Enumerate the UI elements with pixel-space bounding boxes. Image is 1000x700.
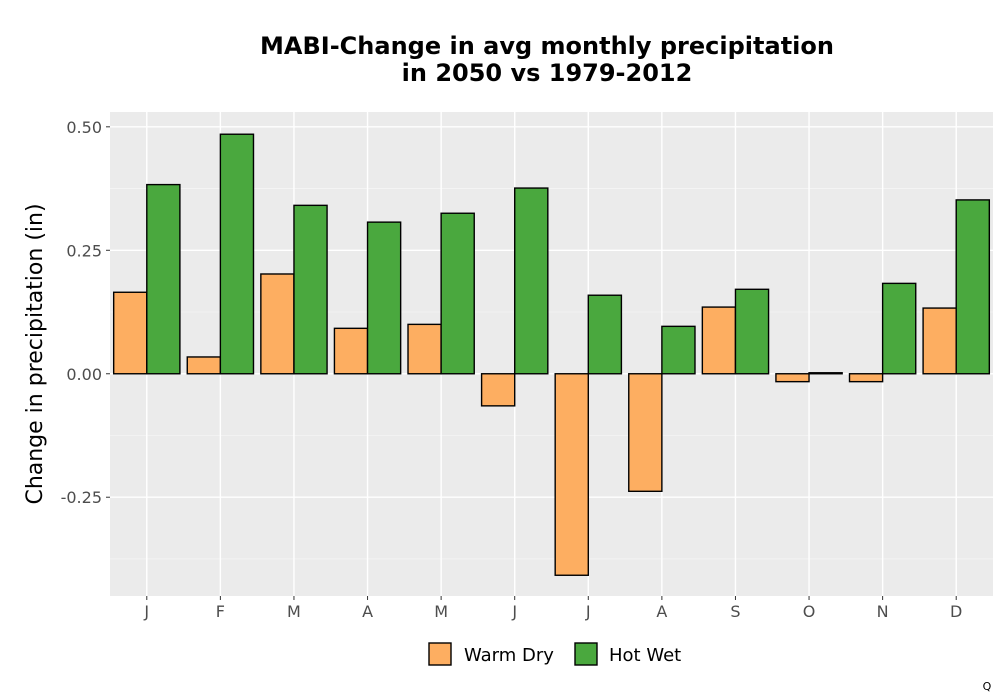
y-tick-label: 0.50 xyxy=(66,118,102,137)
bar-warm-dry xyxy=(701,306,737,375)
x-tick-label: A xyxy=(656,602,667,621)
bar-warm-dry xyxy=(775,373,810,383)
bar-hot-wet xyxy=(587,294,623,375)
y-tick-label: -0.25 xyxy=(61,488,102,507)
bar-hot-wet xyxy=(514,187,549,375)
bar-warm-dry xyxy=(407,323,442,375)
y-axis-title: Change in precipitation (in) xyxy=(23,203,48,504)
x-tick-label: J xyxy=(511,602,517,621)
bar-hot-wet xyxy=(734,288,770,375)
plot-panel xyxy=(110,112,993,596)
x-tick-label: M xyxy=(287,602,301,621)
x-tick-label: F xyxy=(216,602,225,621)
bar-warm-dry xyxy=(260,273,295,375)
chart-subtitle: in 2050 vs 1979-2012 xyxy=(402,59,693,87)
bar-warm-dry xyxy=(922,307,957,375)
chart-title: MABI-Change in avg monthly precipitation xyxy=(260,32,834,60)
bar-warm-dry xyxy=(628,373,663,492)
bar-hot-wet xyxy=(955,199,991,375)
x-tick-label: J xyxy=(143,602,149,621)
x-tick-label: O xyxy=(803,602,816,621)
x-tick-label: J xyxy=(585,602,591,621)
ticks-layer: -0.25 0.00 0.25 0.50 J F M A M J J A S O N D xyxy=(61,118,963,621)
bar-hot-wet xyxy=(146,183,181,375)
legend-label-warm-dry: Warm Dry xyxy=(464,645,554,666)
bar-hot-wet xyxy=(366,221,402,375)
bar-hot-wet xyxy=(881,282,917,375)
x-tick-label: S xyxy=(730,602,740,621)
footnote-mark: Q xyxy=(983,680,992,693)
bar-warm-dry xyxy=(480,373,516,407)
x-tick-label: A xyxy=(362,602,373,621)
bar-hot-wet xyxy=(219,133,255,375)
legend: Warm Dry Hot Wet xyxy=(428,642,681,666)
bars-layer xyxy=(112,133,991,576)
bar-warm-dry xyxy=(848,373,884,383)
bar-warm-dry xyxy=(554,373,589,576)
bar-hot-wet xyxy=(293,204,328,375)
bar-warm-dry xyxy=(186,356,222,375)
x-tick-label: N xyxy=(877,602,889,621)
x-tick-label: D xyxy=(950,602,962,621)
legend-swatch-hot-wet xyxy=(574,642,598,666)
bar-warm-dry xyxy=(333,327,369,375)
bar-warm-dry xyxy=(112,291,148,375)
bar-hot-wet xyxy=(808,372,843,375)
bar-hot-wet xyxy=(661,325,696,375)
legend-label-hot-wet: Hot Wet xyxy=(609,645,681,666)
legend-swatch-warm-dry xyxy=(428,642,452,666)
x-tick-label: M xyxy=(434,602,448,621)
y-tick-label: 0.00 xyxy=(66,365,102,384)
bar-hot-wet xyxy=(440,212,475,375)
y-tick-label: 0.25 xyxy=(66,241,102,260)
